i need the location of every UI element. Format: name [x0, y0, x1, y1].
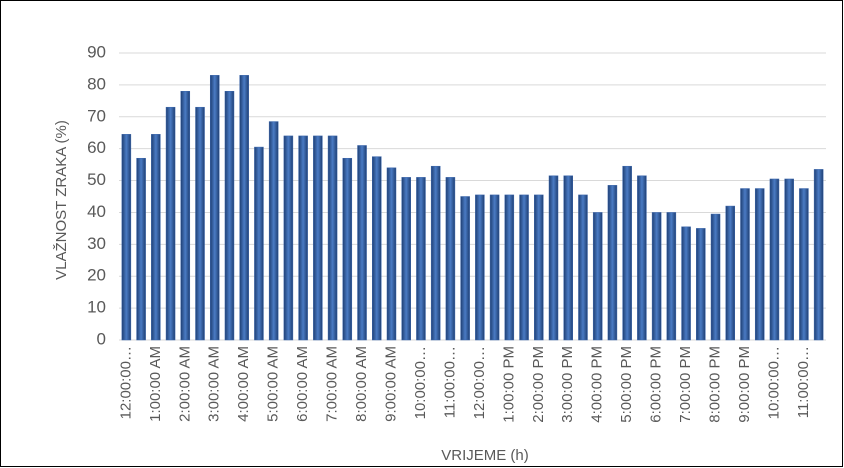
- x-tick-label: 4:00:00 PM: [589, 346, 606, 423]
- x-tick-label: 9:00:00 PM: [736, 346, 753, 423]
- bar: [445, 177, 456, 341]
- x-tick-label: 10:00:00…: [765, 346, 782, 419]
- x-tick-label: 5:00:00 AM: [265, 346, 282, 422]
- bar: [504, 194, 515, 341]
- y-tick-label: 80: [87, 74, 106, 93]
- bar: [298, 135, 308, 341]
- bar: [813, 169, 824, 341]
- x-tick-label: 10:00:00…: [412, 346, 429, 419]
- x-tick-label: 1:00:00 AM: [147, 346, 164, 422]
- x-tick-label: 5:00:00 PM: [618, 346, 635, 423]
- bar: [696, 228, 706, 341]
- bar: [254, 146, 264, 341]
- y-tick-label: 70: [87, 106, 106, 125]
- x-tick-label: 12:00:00…: [471, 346, 488, 419]
- x-tick-label: 11:00:00…: [795, 346, 812, 418]
- bar: [607, 185, 618, 341]
- bar: [563, 175, 573, 341]
- bar: [710, 213, 721, 341]
- x-tick-label: 2:00:00 PM: [530, 346, 547, 423]
- bar: [342, 157, 353, 341]
- x-tick-label: 7:00:00 AM: [324, 346, 341, 422]
- bar: [740, 188, 750, 341]
- x-tick-label: 9:00:00 AM: [382, 346, 399, 422]
- bar: [151, 134, 161, 341]
- bar: [592, 212, 603, 341]
- x-tick-label: 8:00:00 AM: [353, 346, 370, 422]
- bar: [313, 135, 323, 341]
- y-tick-label: 10: [87, 298, 106, 317]
- x-tick-label: 12:00:00…: [117, 346, 134, 419]
- x-tick-label: 6:00:00 AM: [294, 346, 311, 422]
- bar: [209, 75, 220, 341]
- y-tick-label: 20: [87, 266, 106, 285]
- bar: [725, 205, 736, 341]
- bar: [327, 135, 338, 341]
- bar: [165, 106, 176, 341]
- bar: [268, 121, 279, 341]
- bar: [372, 156, 382, 341]
- bar: [799, 188, 809, 341]
- x-tick-label: 3:00:00 PM: [559, 346, 576, 423]
- bar: [519, 194, 529, 341]
- x-tick-label: 11:00:00…: [441, 346, 458, 418]
- bar: [283, 135, 294, 341]
- bar: [489, 194, 500, 341]
- bar: [386, 167, 397, 341]
- x-tick-label: 3:00:00 AM: [206, 346, 223, 422]
- y-axis-title: VLAŽNOST ZRAKA (%): [53, 120, 70, 280]
- bar: [136, 157, 146, 341]
- y-tick-label: 50: [87, 170, 106, 189]
- bar: [430, 165, 441, 341]
- bar: [681, 226, 691, 341]
- bar: [460, 196, 470, 341]
- bar: [357, 145, 367, 341]
- bar: [534, 194, 544, 341]
- y-tick-label: 90: [87, 42, 106, 61]
- x-tick-label: 6:00:00 PM: [648, 346, 665, 423]
- x-tick-label: 1:00:00 PM: [500, 346, 517, 423]
- x-tick-label: 2:00:00 AM: [176, 346, 193, 422]
- bar: [637, 175, 647, 341]
- bar: [754, 188, 765, 341]
- x-axis-title: VRIJEME (h): [441, 447, 529, 464]
- x-tick-label: 4:00:00 AM: [235, 346, 252, 422]
- bar: [769, 178, 780, 341]
- bar: [180, 91, 191, 341]
- bar: [784, 178, 794, 341]
- y-tick-label: 0: [97, 329, 106, 348]
- bar: [195, 106, 205, 341]
- x-tick-label: 7:00:00 PM: [677, 346, 694, 423]
- bar: [401, 177, 411, 341]
- bar: [548, 175, 559, 341]
- bar: [224, 91, 235, 341]
- y-tick-label: 60: [87, 138, 106, 157]
- bar: [651, 212, 662, 341]
- bar: [239, 75, 249, 341]
- bar: [666, 212, 677, 341]
- bar: [578, 194, 588, 341]
- bar: [475, 194, 485, 341]
- x-tick-label: 8:00:00 PM: [707, 346, 724, 423]
- bar: [121, 134, 132, 341]
- y-tick-label: 40: [87, 202, 106, 221]
- bar: [622, 165, 632, 341]
- y-tick-label: 30: [87, 234, 106, 253]
- bar: [416, 177, 426, 341]
